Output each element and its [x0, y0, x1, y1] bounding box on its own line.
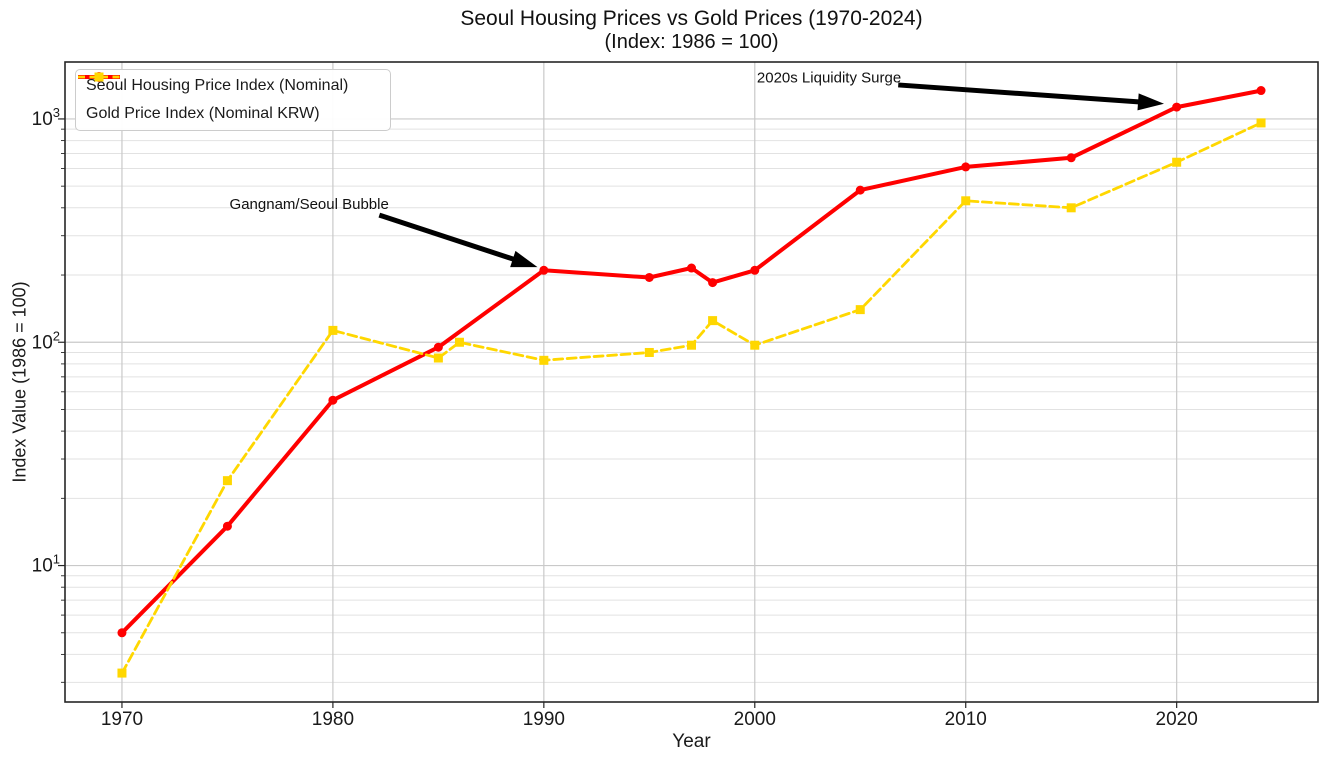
legend: Seoul Housing Price Index (Nominal) Gold… — [75, 69, 391, 131]
chart-title: Seoul Housing Prices vs Gold Prices (197… — [65, 7, 1318, 53]
series-markers-gold-price — [117, 118, 1266, 678]
annotation-arrowhead — [1137, 93, 1165, 111]
circle-marker — [328, 395, 338, 405]
x-tick-label: 2010 — [945, 709, 987, 730]
series-markers-seoul-housing — [117, 86, 1266, 638]
x-tick-label: 1980 — [312, 709, 354, 730]
y-axis-label: Index Value (1986 = 100) — [9, 281, 30, 483]
legend-label-seoul-housing: Seoul Housing Price Index (Nominal) — [86, 76, 349, 94]
circle-marker — [708, 278, 718, 288]
chart-title-line1: Seoul Housing Prices vs Gold Prices (197… — [460, 7, 923, 30]
circle-marker — [687, 263, 696, 273]
x-tick-label: 1970 — [101, 709, 143, 730]
square-marker — [222, 476, 232, 486]
annotation-arrow-line — [378, 212, 518, 263]
square-marker — [1172, 157, 1182, 167]
x-tick-label: 1990 — [523, 709, 565, 730]
circle-marker — [1172, 102, 1182, 112]
x-tick-label: 2000 — [734, 709, 776, 730]
square-marker — [1066, 203, 1076, 213]
square-marker — [644, 347, 654, 357]
circle-marker — [750, 265, 760, 275]
square-marker — [454, 337, 464, 347]
circle-marker — [433, 342, 443, 352]
circle-marker — [1256, 86, 1266, 96]
circle-marker — [117, 628, 127, 638]
series-line-seoul-housing — [120, 88, 1263, 635]
legend-row-gold-price: Gold Price Index (Nominal KRW) — [78, 72, 390, 127]
plot-border — [64, 61, 1319, 703]
y-tick-label: 101 — [32, 552, 60, 577]
legend-line-sample-gold — [78, 72, 120, 82]
x-tick-label: 2020 — [1156, 709, 1198, 730]
x-axis-label: Year — [672, 731, 711, 752]
square-marker — [855, 305, 865, 315]
legend-label-gold-price: Gold Price Index (Nominal KRW) — [86, 105, 320, 123]
square-marker — [1256, 118, 1266, 128]
square-marker — [433, 353, 443, 363]
annotation-text: 2020s Liquidity Surge — [757, 70, 901, 87]
square-marker-icon — [94, 72, 104, 82]
circle-marker — [644, 272, 654, 282]
annotation-arrow-line — [898, 82, 1143, 105]
square-marker — [750, 340, 760, 350]
annotation-arrowhead — [510, 250, 538, 268]
square-marker — [687, 340, 696, 350]
square-marker — [708, 316, 718, 326]
y-tick-label: 102 — [32, 328, 60, 353]
circle-marker — [222, 521, 232, 531]
annotation-text: Gangnam/Seoul Bubble — [230, 196, 389, 213]
circle-marker — [855, 185, 865, 195]
circle-marker — [1066, 153, 1076, 163]
square-marker — [117, 668, 127, 678]
y-tick-label: 103 — [32, 105, 60, 130]
square-marker — [328, 325, 338, 335]
circle-marker — [961, 162, 971, 172]
square-marker — [961, 196, 971, 206]
circle-marker — [539, 265, 549, 275]
chart-title-line2: (Index: 1986 = 100) — [604, 31, 779, 54]
major-gridlines — [65, 62, 1318, 702]
legend-row-seoul-housing: Seoul Housing Price Index (Nominal) — [78, 72, 390, 99]
square-marker — [539, 355, 549, 365]
